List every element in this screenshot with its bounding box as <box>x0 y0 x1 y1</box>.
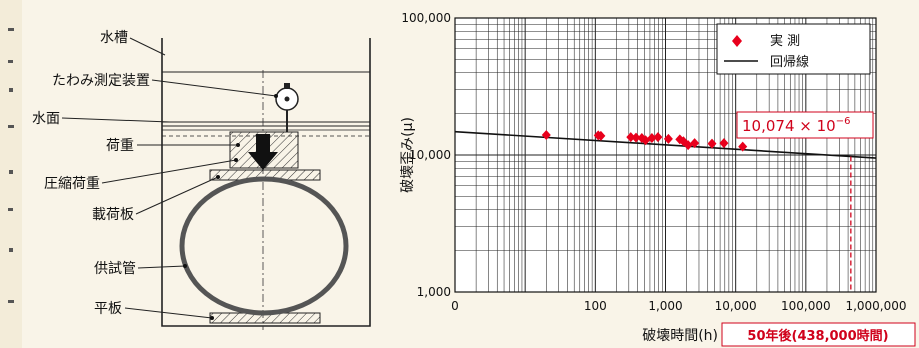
x-tick-labels: 0 100 1,000 10,000 100,000 1,000,000 <box>451 299 906 313</box>
chart: 1,000 10,000 100,000 0 100 1,000 10,000 100,00… <box>400 11 916 347</box>
y-tick-label: 1,000 <box>417 285 451 299</box>
data-point <box>647 133 657 144</box>
fifty-year-label: 50年後(438,000時間) <box>747 328 888 344</box>
x-tick-label: 10,000 <box>715 299 757 313</box>
label-loading-plate: 載荷板 <box>92 207 134 223</box>
test-apparatus-diagram: 水槽 たわみ測定装置 水面 荷重 圧縮荷重 載荷板 供試管 平板 <box>0 0 371 348</box>
x-tick-label: 0 <box>451 299 459 313</box>
y-tick-labels: 1,000 10,000 100,000 <box>401 11 451 299</box>
data-point <box>653 132 663 143</box>
data-point <box>626 132 636 143</box>
legend-label-regression: 回帰線 <box>770 54 809 70</box>
data-point <box>596 130 606 141</box>
y-tick-label: 10,000 <box>409 148 451 162</box>
data-point <box>663 133 673 144</box>
tank-wall <box>161 38 371 327</box>
data-point <box>719 138 729 149</box>
x-tick-label: 1,000,000 <box>845 299 906 313</box>
leader-lines <box>61 37 277 319</box>
label-gauge: たわみ測定装置 <box>52 73 150 89</box>
x-axis-label: 破壊時間(h) <box>642 328 718 344</box>
data-point <box>738 141 748 152</box>
load-arrow <box>248 134 278 170</box>
legend-label-measured: 実 測 <box>770 33 800 49</box>
fifty-year-label-box <box>721 322 916 347</box>
grid <box>454 18 876 293</box>
regression-line <box>454 130 877 159</box>
data-point <box>631 132 641 143</box>
y-axis-label: 破壊歪み(μ) <box>400 117 416 193</box>
x-tick-label: 1,000 <box>648 299 682 313</box>
label-water-surface: 水面 <box>32 111 60 127</box>
test-pipe <box>179 176 349 316</box>
label-test-pipe: 供試管 <box>94 261 136 277</box>
data-points <box>541 129 748 152</box>
plot-frame <box>454 17 877 293</box>
label-compression-load: 圧縮荷重 <box>44 176 100 192</box>
value-annotation-box <box>736 111 874 139</box>
y-tick-label: 100,000 <box>401 11 451 25</box>
label-tank: 水槽 <box>100 30 128 46</box>
data-point <box>707 138 717 149</box>
legend: 実 測 回帰線 <box>716 23 871 75</box>
data-point <box>683 140 693 151</box>
label-load: 荷重 <box>106 138 134 154</box>
value-annotation: 10,074 × 10−6 <box>742 116 850 135</box>
x-tick-label: 100,000 <box>781 299 831 313</box>
legend-box <box>716 23 871 75</box>
label-flat-plate: 平板 <box>94 301 122 317</box>
data-point <box>541 129 551 140</box>
x-tick-label: 100 <box>584 299 607 313</box>
margin-glyphs <box>8 28 14 303</box>
data-point <box>690 138 700 149</box>
legend-point-marker <box>732 35 742 47</box>
